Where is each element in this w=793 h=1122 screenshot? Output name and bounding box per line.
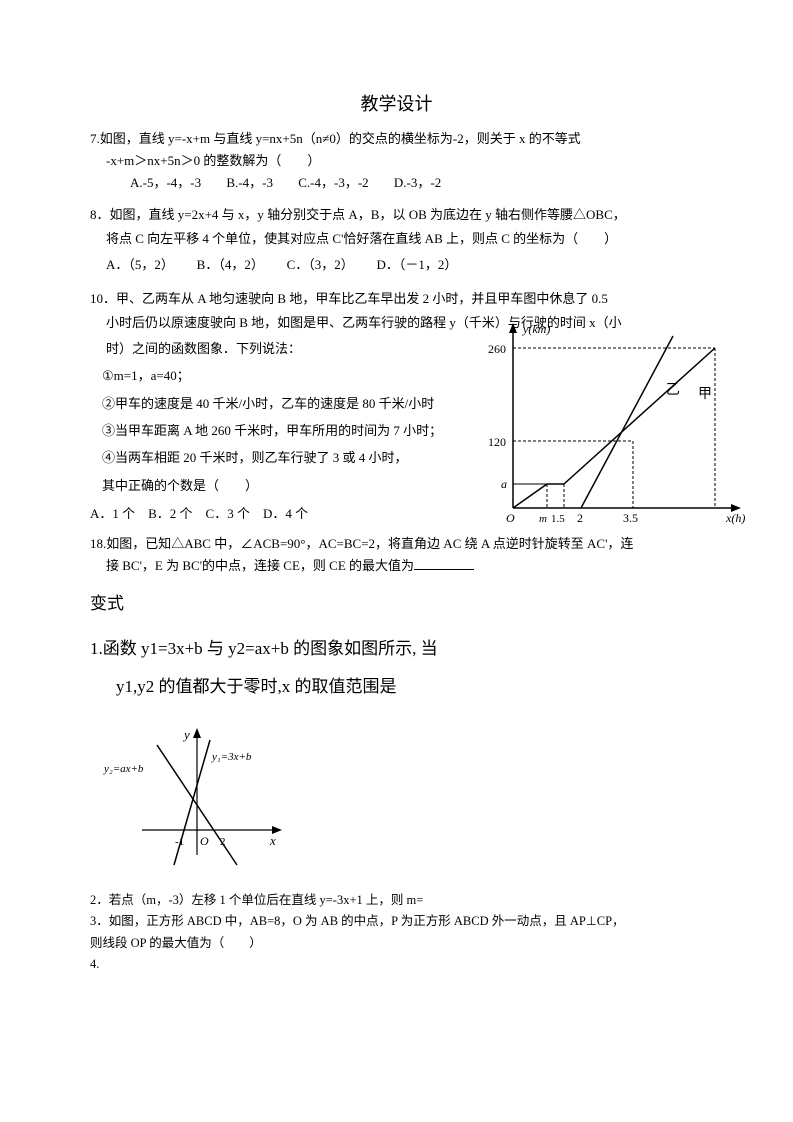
problem-7: 7.如图，直线 y=-x+m 与直线 y=nx+5n（n≠0）的交点的横坐标为-…: [90, 128, 703, 194]
problem-10-item5: 其中正确的个数是（ ）: [102, 472, 446, 499]
option-a: A．（5，2）: [106, 257, 167, 272]
problem-10-item4: ④当两车相距 20 千米时，则乙车行驶了 3 或 4 小时，: [102, 444, 446, 471]
variant-1: 1.函数 y1=3x+b 与 y2=ax+b 的图象如图所示, 当 y1,y2 …: [90, 630, 703, 705]
linear-functions-graph: y x O -1 2 y₁=3x+b y₂=ax+b: [102, 725, 703, 880]
problem-10-line3: 时）之间的函数图象．下列说法：: [90, 336, 446, 362]
variant-title: 变式: [90, 589, 703, 614]
y-tick-120: 120: [488, 435, 506, 449]
problem-10-item3: ③当甲车距离 A 地 260 千米时，甲车所用的时间为 7 小时；: [102, 417, 446, 444]
problem-7-line2: -x+m＞nx+5n＞0 的整数解为（ ）: [90, 150, 703, 172]
y-axis-label: y: [182, 727, 190, 742]
problem-10-item2: ②甲车的速度是 40 千米/小时，乙车的速度是 80 千米/小时: [102, 390, 446, 417]
x-tick-3.5: 3.5: [623, 511, 638, 525]
problem-7-options: A.-5，-4，-3 B.-4，-3 C.-4，-3，-2 D.-3，-2: [90, 172, 703, 194]
option-d: D．（－1，2）: [377, 257, 458, 272]
variant-3-line2: 则线段 OP 的最大值为（ ）: [90, 933, 703, 954]
problem-7-line1: 7.如图，直线 y=-x+m 与直线 y=nx+5n（n≠0）的交点的横坐标为-…: [90, 128, 703, 150]
page-title: 教学设计: [90, 90, 703, 116]
y-tick-a: a: [501, 477, 507, 491]
x-axis-label: x: [269, 833, 276, 848]
variant-3-line1: 3．如图，正方形 ABCD 中，AB=8，O 为 AB 的中点，P 为正方形 A…: [90, 911, 703, 932]
variant-2: 2．若点（m，-3）左移 1 个单位后在直线 y=-3x+1 上，则 m=: [90, 890, 703, 911]
line1-label: y₁=3x+b: [211, 751, 252, 763]
problem-18-line2: 接 BC'，E 为 BC'的中点，连接 CE，则 CE 的最大值为: [90, 555, 703, 577]
problem-10-item1: ①m=1，a=40；: [102, 362, 446, 389]
option-c: C．（3，2）: [287, 257, 348, 272]
origin-label: O: [506, 511, 515, 525]
origin-label: O: [200, 834, 209, 848]
variant-1-line2: y1,y2 的值都大于零时,x 的取值范围是: [90, 668, 703, 705]
option-b: B．（4，2）: [197, 257, 258, 272]
x-tick-2: 2: [577, 511, 583, 525]
option-d: D.-3，-2: [394, 175, 441, 190]
option-c: C.-4，-3，-2: [298, 175, 368, 190]
y-tick-260: 260: [488, 342, 506, 356]
variant-4: 4.: [90, 954, 703, 975]
problem-10-line1: 10．甲、乙两车从 A 地匀速驶向 B 地，甲车比乙车早出发 2 小时，并且甲车…: [90, 288, 703, 310]
line-label-yi: 乙: [666, 382, 680, 398]
problem-8: 8．如图，直线 y=2x+4 与 x，y 轴分别交于点 A，B，以 OB 为底边…: [90, 204, 703, 278]
option-a: A.-5，-4，-3: [130, 175, 201, 190]
problem-8-line2: 将点 C 向左平移 4 个单位，使其对应点 C'恰好落在直线 AB 上，则点 C…: [90, 226, 703, 252]
problem-18: 18.如图，已知△ABC 中，∠ACB=90°，AC=BC=2，将直角边 AC …: [90, 533, 703, 577]
distance-time-chart: y(km) x(h) 260 120 a O m 1.5 2 3.5 乙 甲: [483, 318, 753, 538]
line2-label: y₂=ax+b: [103, 763, 144, 775]
variant-3: 3．如图，正方形 ABCD 中，AB=8，O 为 AB 的中点，P 为正方形 A…: [90, 911, 703, 954]
x-tick-m: m: [539, 513, 547, 525]
option-b: B.-4，-3: [226, 175, 273, 190]
x-tick-1.5: 1.5: [551, 513, 565, 525]
problem-8-line1: 8．如图，直线 y=2x+4 与 x，y 轴分别交于点 A，B，以 OB 为底边…: [90, 204, 703, 226]
variant-1-line1: 1.函数 y1=3x+b 与 y2=ax+b 的图象如图所示, 当: [90, 630, 703, 667]
x-axis-label: x(h): [725, 511, 745, 525]
problem-8-options: A．（5，2） B．（4，2） C．（3，2） D．（－1，2）: [90, 252, 703, 278]
line-label-jia: 甲: [698, 387, 712, 402]
y-axis-label: y(km): [522, 322, 550, 336]
answer-blank: [414, 569, 474, 570]
